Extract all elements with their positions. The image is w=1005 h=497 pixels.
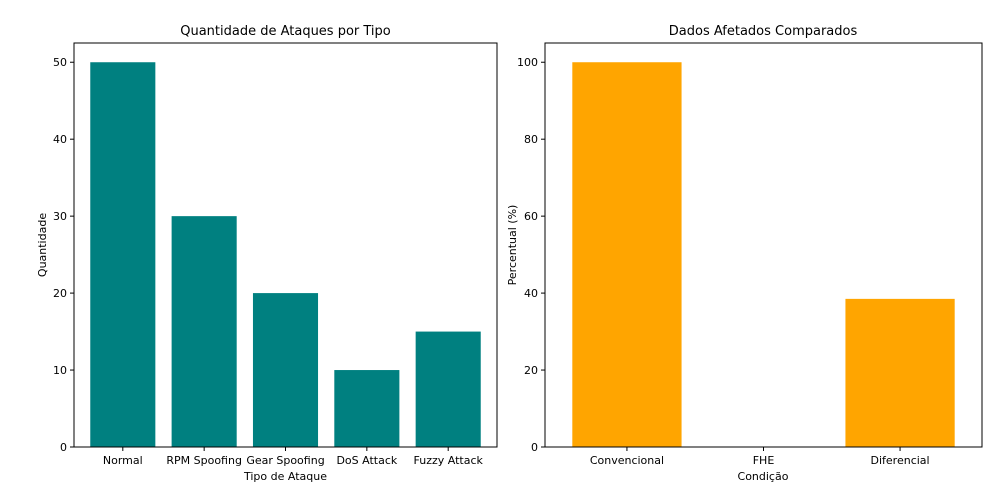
x-axis-label: Tipo de Ataque: [243, 470, 327, 483]
y-tick-label: 40: [53, 133, 67, 146]
x-tick-label: RPM Spoofing: [166, 454, 242, 467]
x-tick-label: Gear Spoofing: [246, 454, 324, 467]
bar-rpm-spoofing: [171, 216, 237, 447]
y-tick-label: 40: [524, 287, 538, 300]
bar-convencional: [572, 62, 682, 447]
y-tick-label: 0: [60, 441, 67, 454]
y-tick-label: 20: [524, 364, 538, 377]
y-tick-label: 60: [524, 210, 538, 223]
plot-area: Normal RPM Spoofing Gear Spoofing DoS Attac…: [53, 56, 484, 467]
x-tick-label: Convencional: [590, 454, 664, 467]
axes-frame: [73, 42, 498, 448]
bar-normal: [90, 62, 156, 447]
y-tick-label: 30: [53, 210, 67, 223]
plot-area: Convencional FHE Diferencial 0 20 40 60 80 100: [517, 56, 955, 467]
y-tick-label: 0: [531, 441, 538, 454]
bar-diferencial: [845, 298, 955, 447]
x-tick-label: FHE: [753, 454, 775, 467]
axes-frame: [544, 42, 983, 448]
y-axis-label: Quantidade: [36, 213, 49, 277]
y-tick-label: 100: [517, 56, 538, 69]
x-tick-label: DoS Attack: [336, 454, 397, 467]
chart-title: Quantidade de Ataques por Tipo: [180, 24, 391, 39]
bar-gear-spoofing: [252, 293, 319, 447]
y-tick-label: 80: [524, 133, 538, 146]
attacks-by-type-chart: Quantidade de Ataques por Tipo Normal RPM…: [36, 24, 498, 483]
y-axis-label: Percentual (%): [506, 205, 519, 286]
y-tick-label: 20: [53, 287, 67, 300]
chart-title: Dados Afetados Comparados: [669, 24, 858, 39]
x-tick-label: Diferencial: [871, 454, 930, 467]
x-axis-label: Condição: [738, 470, 789, 483]
x-tick-label: Fuzzy Attack: [414, 454, 484, 467]
affected-data-chart: Dados Afetados Comparados Convencional FH…: [506, 24, 983, 483]
bar-fuzzy-attack: [415, 331, 481, 447]
y-tick-label: 50: [53, 56, 67, 69]
bar-dos-attack: [334, 370, 400, 447]
y-tick-label: 10: [53, 364, 67, 377]
x-tick-label: Normal: [103, 454, 143, 467]
